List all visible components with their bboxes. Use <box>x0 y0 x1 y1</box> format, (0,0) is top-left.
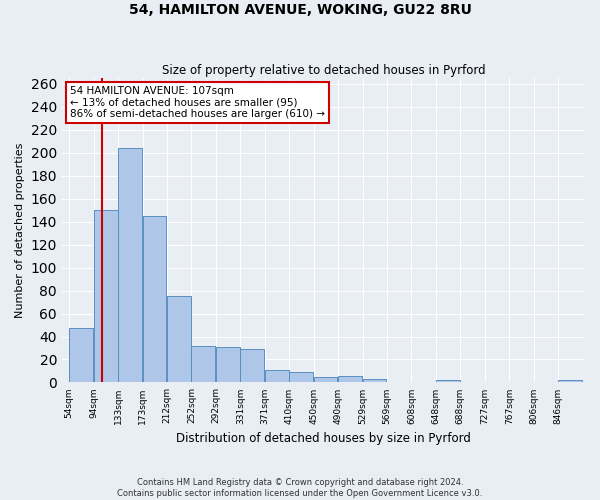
Text: 54 HAMILTON AVENUE: 107sqm
← 13% of detached houses are smaller (95)
86% of semi: 54 HAMILTON AVENUE: 107sqm ← 13% of deta… <box>70 86 325 119</box>
Y-axis label: Number of detached properties: Number of detached properties <box>15 142 25 318</box>
Bar <box>265 370 289 382</box>
Bar <box>191 346 215 383</box>
Bar <box>314 376 337 382</box>
Bar <box>436 380 460 382</box>
Bar <box>241 349 264 382</box>
Bar <box>216 347 240 382</box>
Bar <box>289 372 313 382</box>
Title: Size of property relative to detached houses in Pyrford: Size of property relative to detached ho… <box>161 64 485 77</box>
Bar <box>118 148 142 382</box>
Bar <box>338 376 362 382</box>
Text: Contains HM Land Registry data © Crown copyright and database right 2024.
Contai: Contains HM Land Registry data © Crown c… <box>118 478 482 498</box>
Bar <box>558 380 582 382</box>
Text: 54, HAMILTON AVENUE, WOKING, GU22 8RU: 54, HAMILTON AVENUE, WOKING, GU22 8RU <box>128 2 472 16</box>
Bar <box>143 216 166 382</box>
X-axis label: Distribution of detached houses by size in Pyrford: Distribution of detached houses by size … <box>176 432 471 445</box>
Bar <box>94 210 118 382</box>
Bar <box>167 296 191 382</box>
Bar <box>362 379 386 382</box>
Bar <box>69 328 93 382</box>
